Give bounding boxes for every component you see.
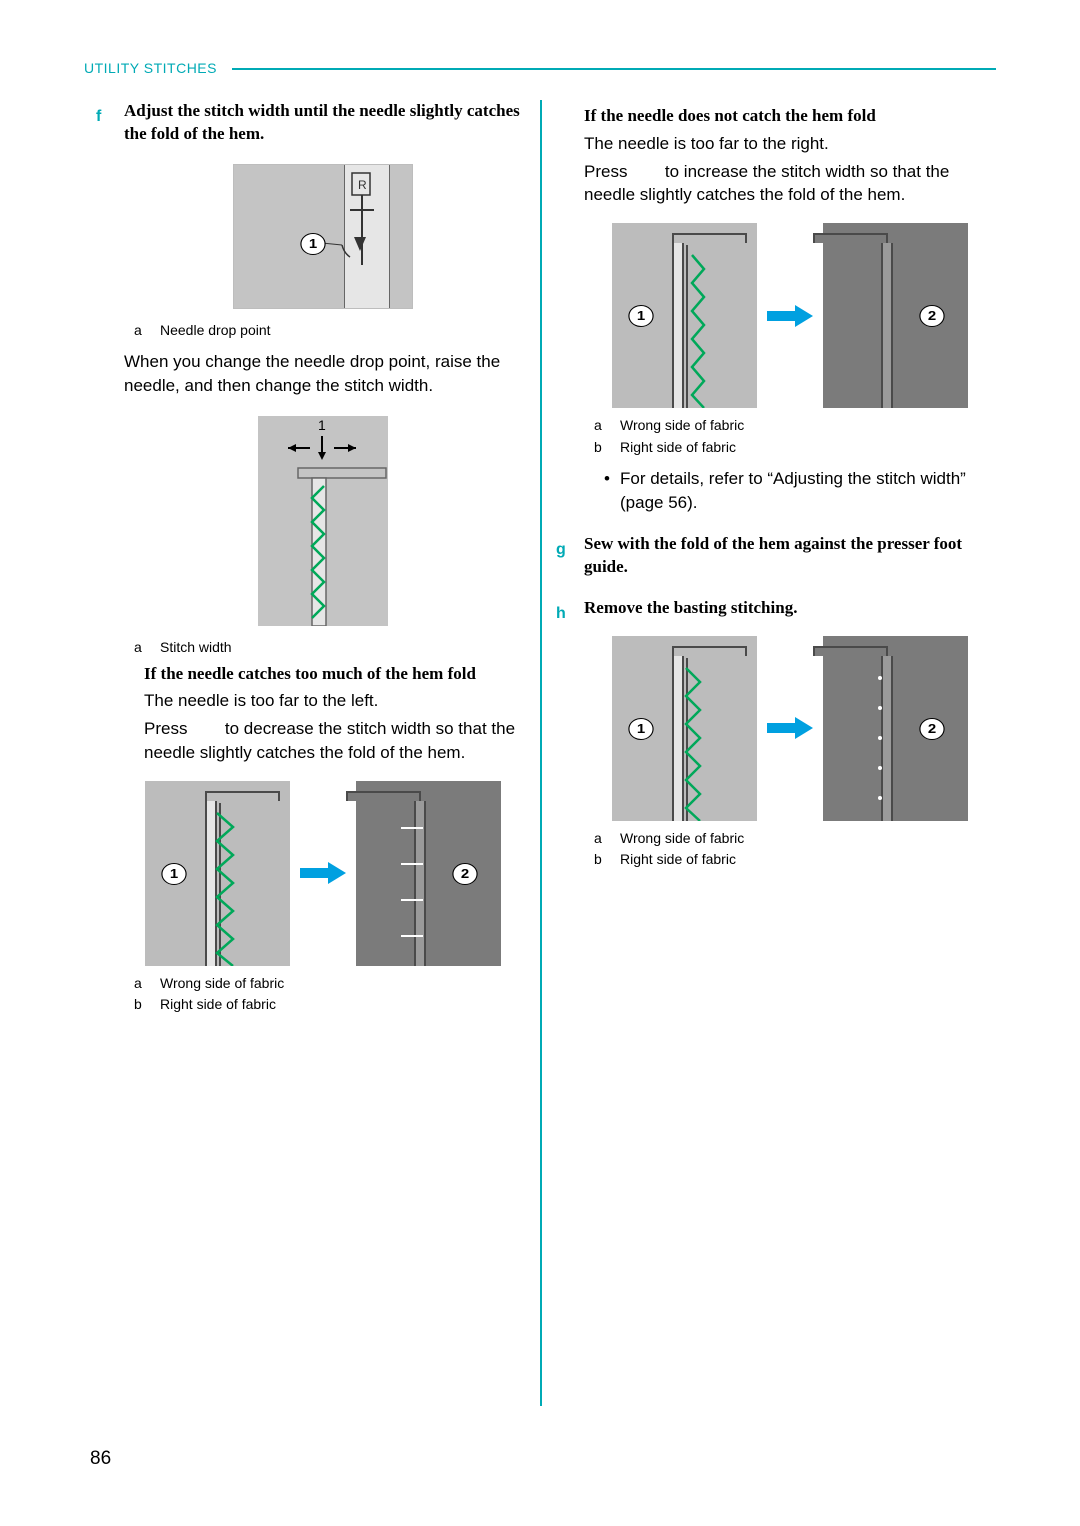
- callout-1-icon: 1: [300, 233, 325, 255]
- bullet-text: For details, refer to “Adjusting the sti…: [620, 467, 996, 515]
- legend-key: a: [594, 416, 620, 436]
- callout-1-icon: 1: [628, 305, 653, 327]
- legend-no-catch-a: aWrong side of fabric: [594, 416, 996, 436]
- too-much-line2: Press to decrease the stitch width so th…: [144, 717, 522, 765]
- step-h-heading: Remove the basting stitching.: [584, 597, 996, 620]
- text-part: to decrease the stitch width so that the…: [144, 719, 515, 762]
- legend-key: a: [594, 829, 620, 849]
- legend-text: Right side of fabric: [160, 996, 276, 1012]
- callout-2-icon: 2: [452, 863, 477, 885]
- panel-wrong-side: 1: [612, 223, 757, 408]
- step-h: h Remove the basting stitching.: [584, 597, 996, 620]
- text-part: Press: [144, 719, 192, 738]
- callout-1-icon: 1: [628, 718, 653, 740]
- text-part: Press: [584, 162, 632, 181]
- panel-right-side: 2: [823, 223, 968, 408]
- panel-right-side: 2: [823, 636, 968, 821]
- legend-too-much-b: bRight side of fabric: [134, 995, 522, 1015]
- legend-key: b: [594, 438, 620, 458]
- panel-wrong-side: 1: [145, 781, 290, 966]
- callout-label: 1: [637, 307, 645, 325]
- section-label: UTILITY STITCHES: [84, 60, 217, 76]
- legend-text: Right side of fabric: [620, 851, 736, 867]
- callout-label: 2: [928, 307, 936, 325]
- page-number: 86: [90, 1448, 111, 1470]
- bullet-ref: • For details, refer to “Adjusting the s…: [604, 467, 996, 515]
- legend-text: Stitch width: [160, 639, 232, 655]
- callout-label: 1: [170, 865, 178, 883]
- header-bar: UTILITY STITCHES: [84, 60, 996, 80]
- legend-text: Wrong side of fabric: [160, 975, 284, 991]
- step-letter-f: f: [96, 106, 101, 128]
- callout-2-icon: 2: [919, 305, 944, 327]
- arrow-icon: [765, 303, 815, 329]
- legend-needle-drop: aNeedle drop point: [134, 321, 522, 341]
- figure-stitch-width: 1: [124, 416, 522, 626]
- callout-1-label: 1: [309, 235, 317, 253]
- legend-no-catch-b: bRight side of fabric: [594, 438, 996, 458]
- callout-2-icon: 2: [919, 718, 944, 740]
- legend-text: Right side of fabric: [620, 439, 736, 455]
- step-f: f Adjust the stitch width until the need…: [124, 100, 522, 146]
- legend-key: a: [134, 974, 160, 994]
- step-letter-g: g: [556, 539, 566, 561]
- no-catch-line1: The needle is too far to the right.: [584, 132, 996, 156]
- no-catch-line2: Press to increase the stitch width so th…: [584, 160, 996, 208]
- legend-key: a: [134, 321, 160, 341]
- too-much-line1: The needle is too far to the left.: [144, 689, 522, 713]
- arrow-icon: [298, 860, 348, 886]
- step-g: g Sew with the fold of the hem against t…: [584, 533, 996, 579]
- legend-text: Wrong side of fabric: [620, 830, 744, 846]
- figure-remove-basting: 1 2: [584, 636, 996, 821]
- figure-too-much: 1 2: [124, 781, 522, 966]
- content-columns: f Adjust the stitch width until the need…: [84, 100, 996, 1406]
- legend-key: b: [134, 995, 160, 1015]
- left-column: f Adjust the stitch width until the need…: [84, 100, 540, 1406]
- text-part: to increase the stitch width so that the…: [584, 162, 949, 205]
- step-f-body: When you change the needle drop point, r…: [124, 350, 522, 398]
- legend-basting-b: bRight side of fabric: [594, 850, 996, 870]
- callout-1-icon: 1: [161, 863, 186, 885]
- step-g-heading: Sew with the fold of the hem against the…: [584, 533, 996, 579]
- panel-right-side: 2: [356, 781, 501, 966]
- section-rule: [232, 68, 996, 70]
- figure-no-catch: 1 2: [584, 223, 996, 408]
- legend-text: Wrong side of fabric: [620, 417, 744, 433]
- right-column: If the needle does not catch the hem fol…: [540, 100, 996, 1406]
- arrow-icon: [765, 715, 815, 741]
- legend-key: a: [134, 638, 160, 658]
- svg-text:R: R: [358, 178, 367, 192]
- bullet-dot-icon: •: [604, 467, 620, 515]
- callout-label: 1: [637, 720, 645, 738]
- panel-wrong-side: 1: [612, 636, 757, 821]
- legend-too-much-a: aWrong side of fabric: [134, 974, 522, 994]
- callout-label: 2: [928, 720, 936, 738]
- legend-key: b: [594, 850, 620, 870]
- svg-text:1: 1: [318, 417, 326, 433]
- step-f-heading: Adjust the stitch width until the needle…: [124, 100, 522, 146]
- step-letter-h: h: [556, 603, 566, 625]
- no-catch-heading: If the needle does not catch the hem fol…: [584, 104, 996, 128]
- figure-needle-drop: R 1: [124, 164, 522, 309]
- too-much-heading: If the needle catches too much of the he…: [144, 662, 522, 686]
- legend-stitch-width: aStitch width: [134, 638, 522, 658]
- legend-text: Needle drop point: [160, 322, 271, 338]
- legend-basting-a: aWrong side of fabric: [594, 829, 996, 849]
- callout-label: 2: [461, 865, 469, 883]
